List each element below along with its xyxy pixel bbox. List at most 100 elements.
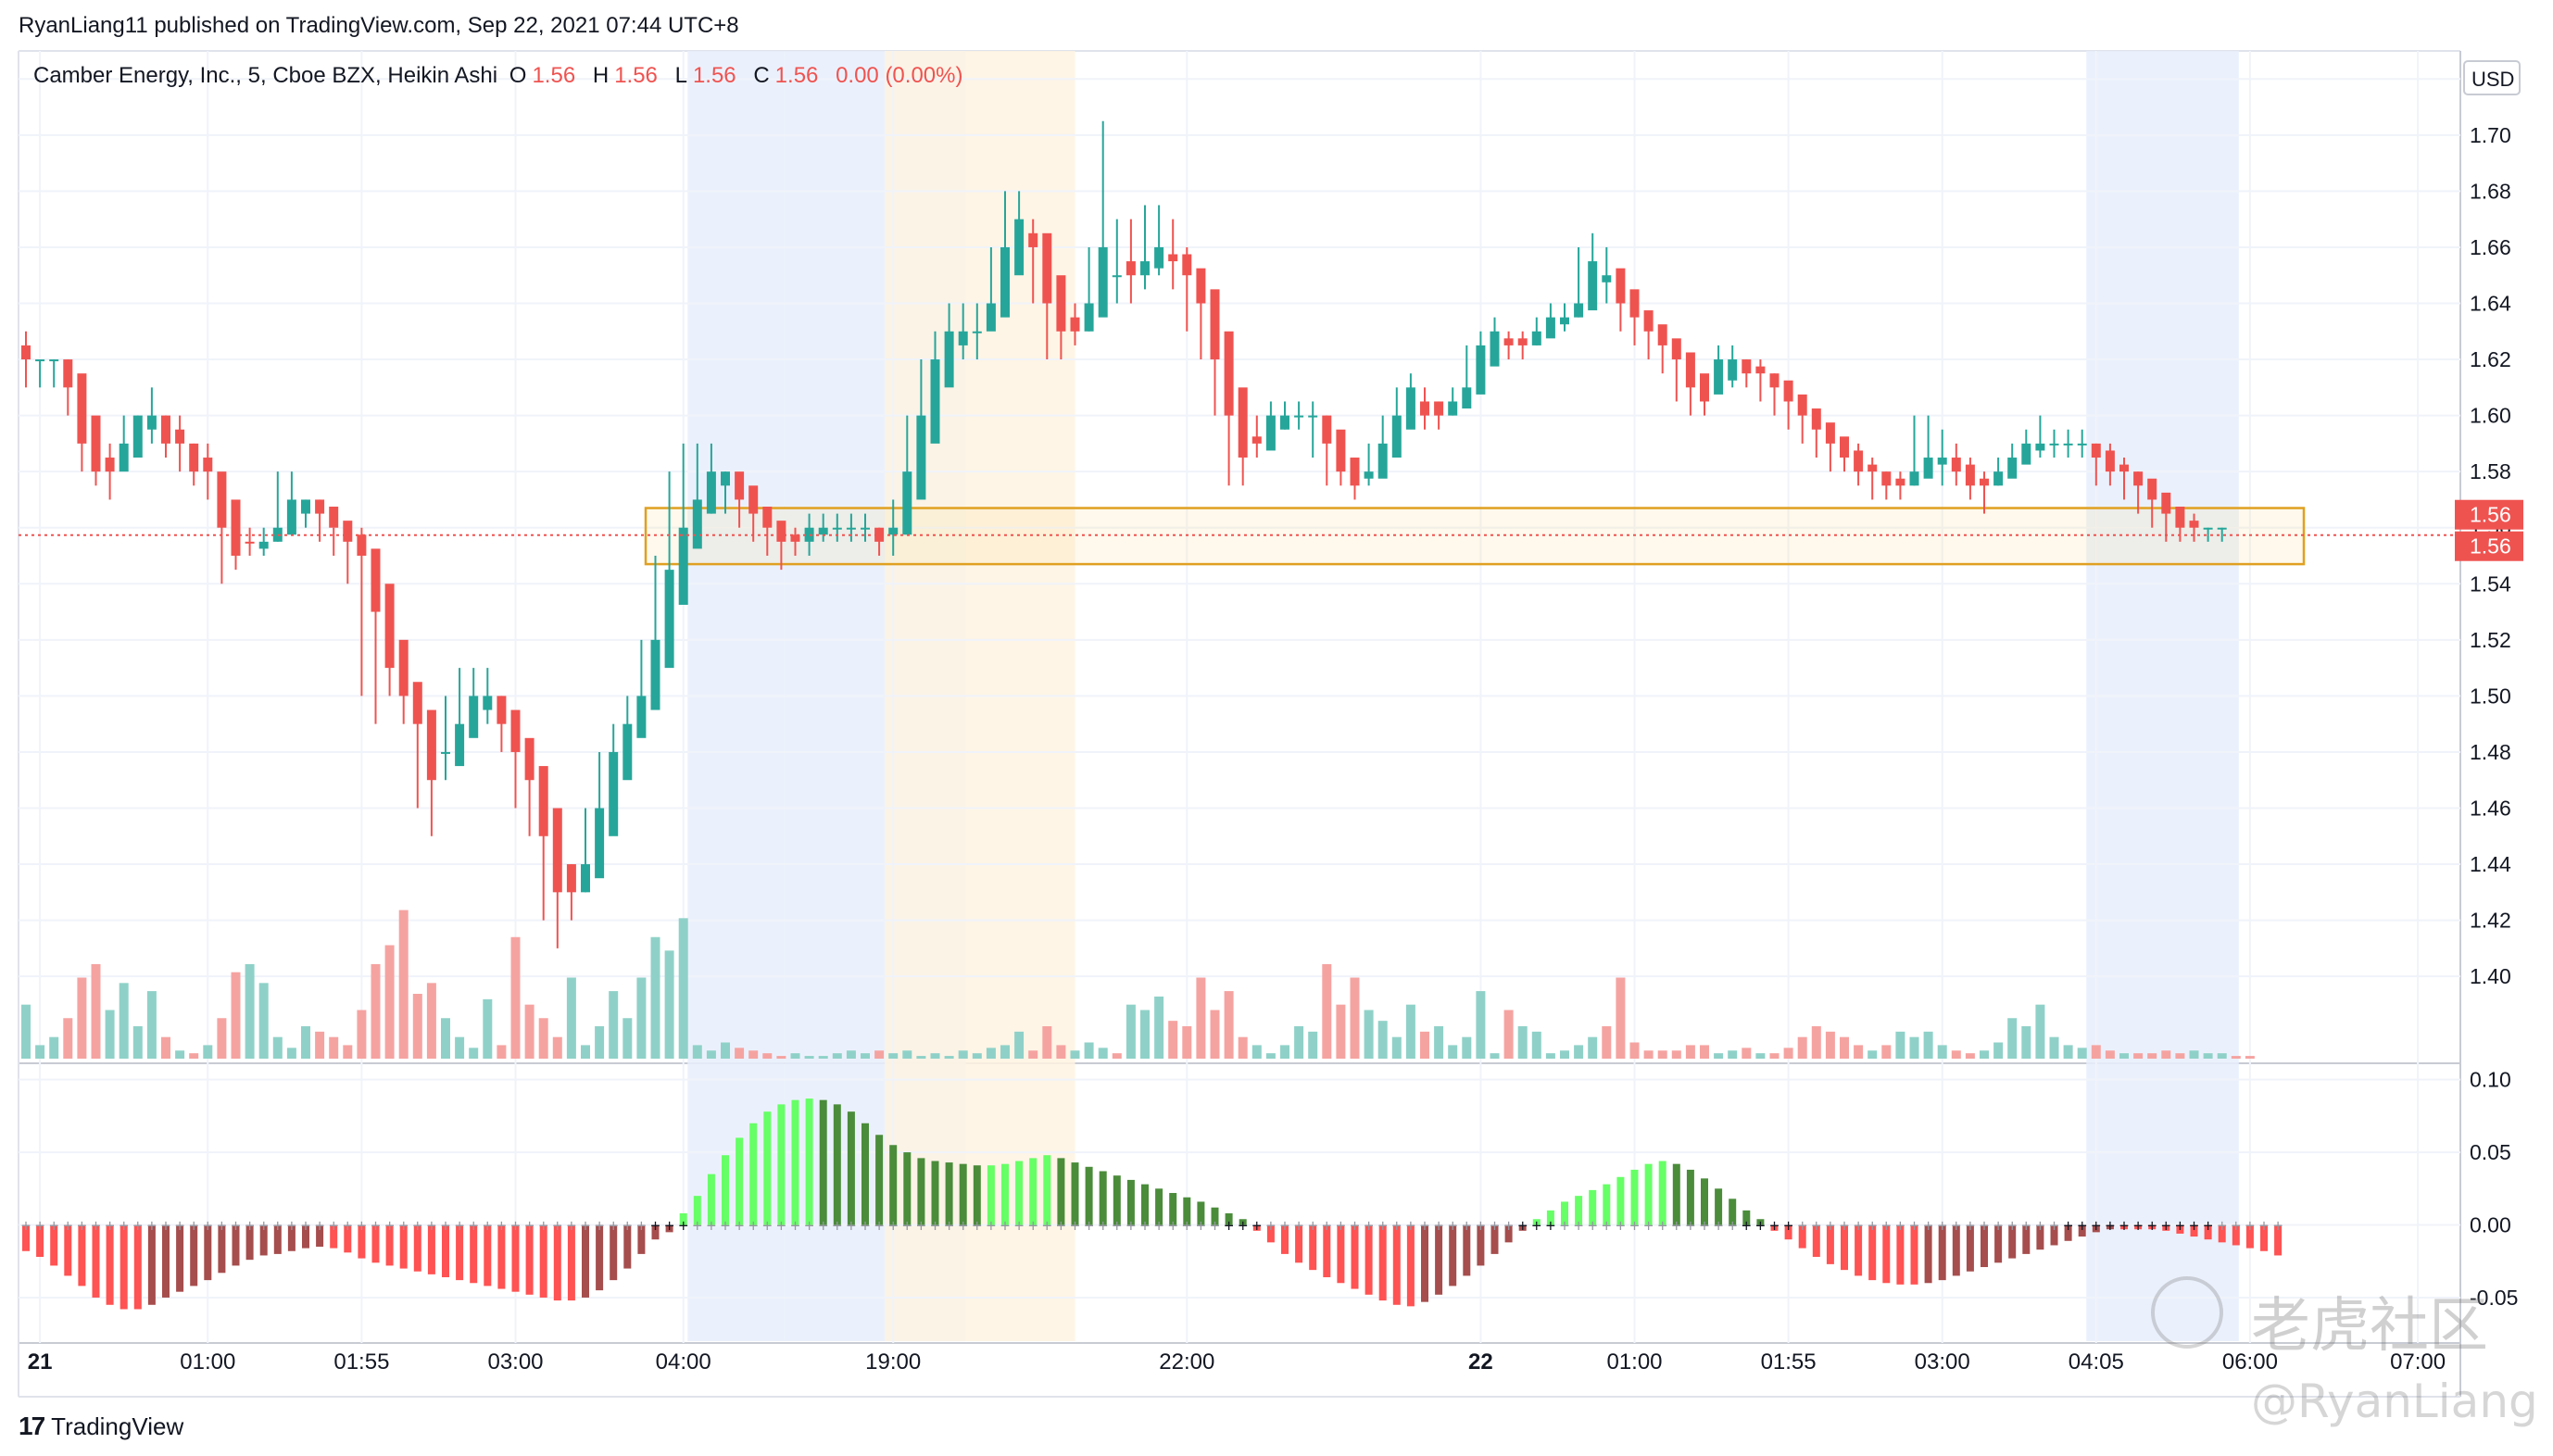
candle-body: [1098, 246, 1108, 318]
oscillator-bar: [1099, 1171, 1107, 1225]
volume-bar: [2189, 1050, 2199, 1059]
candle-body: [1028, 232, 1038, 247]
volume-bar: [1854, 1045, 1864, 1059]
oscillator-bar: [119, 1224, 128, 1310]
oscillator-bar: [456, 1224, 464, 1281]
oscillator-bars: + + + + + + + + + + + + + + + + + + + + + + + + + + + + + + + + + + + + + + + +…: [21, 1098, 2283, 1310]
volume-bar: [1728, 1050, 1738, 1059]
oscillator-bar: [1211, 1207, 1219, 1225]
oscillator-bar: [1672, 1163, 1680, 1225]
oscillator-bar: [1841, 1224, 1848, 1271]
candle-body: [1154, 246, 1164, 269]
time-tick-label: 22: [1468, 1349, 1493, 1374]
tradingview-logo[interactable]: 17 TradingView: [19, 1412, 183, 1441]
volume-bar: [1336, 1004, 1346, 1059]
volume-bar: [1531, 1031, 1541, 1059]
zero-cross-marker: +: [2007, 1217, 2018, 1236]
support-zone-box: [644, 507, 2306, 566]
legend-low-label: L: [674, 63, 687, 88]
oscillator-bar: [1658, 1161, 1666, 1225]
zero-cross-marker: +: [398, 1217, 409, 1236]
oscillator-bar: [1868, 1224, 1877, 1281]
legend-high-value: 1.56: [614, 63, 658, 88]
oscillator-bar: [665, 1224, 673, 1233]
volume-bar: [1224, 991, 1234, 1059]
tradingview-logo-icon: 17: [19, 1412, 45, 1440]
price-tick-label: 1.64: [2470, 292, 2511, 316]
oscillator-bar: [749, 1123, 758, 1225]
legend-close-label: C: [753, 63, 770, 88]
oscillator-bar: [1742, 1210, 1751, 1225]
zero-cross-marker: +: [273, 1217, 283, 1236]
oscillator-bar: [1770, 1224, 1779, 1231]
zero-cross-marker: +: [595, 1217, 605, 1236]
candle-body: [1993, 471, 2004, 486]
candle-body: [91, 415, 101, 472]
oscillator-bar: [1252, 1224, 1261, 1231]
zero-cross-marker: +: [735, 1217, 745, 1236]
zero-cross-marker: +: [762, 1217, 773, 1236]
zero-cross-marker: +: [455, 1217, 465, 1236]
candle-body: [217, 471, 227, 528]
oscillator-bar: [1266, 1224, 1275, 1243]
oscillator-bar: [2204, 1224, 2212, 1240]
oscillator-bar: [1826, 1224, 1834, 1264]
candle-body: [1517, 338, 1528, 345]
oscillator-bar: [1126, 1179, 1135, 1225]
zero-cross-marker: +: [413, 1217, 423, 1236]
zero-cross-marker: +: [2217, 1217, 2227, 1236]
zero-cross-marker: +: [1728, 1217, 1738, 1236]
zero-cross-marker: +: [133, 1217, 144, 1236]
volume-bar: [1923, 1031, 1933, 1059]
last-price-badge: [2455, 499, 2523, 530]
time-tick-label: 04:05: [2069, 1349, 2124, 1374]
price-tick-label: 1.58: [2470, 459, 2511, 483]
zero-cross-marker: +: [1322, 1217, 1332, 1236]
time-tick-label: 03:00: [1915, 1349, 1970, 1374]
oscillator-bar: [1057, 1158, 1065, 1225]
volume-bar: [706, 1050, 716, 1059]
volume-bar: [916, 1056, 926, 1059]
time-tick-label: 01:55: [333, 1349, 389, 1374]
volume-bar: [1182, 1026, 1192, 1059]
publisher-line: RyanLiang11 published on TradingView.com…: [19, 13, 739, 38]
time-tick-label: 01:00: [180, 1349, 235, 1374]
candle-body: [441, 751, 450, 754]
volume-bar: [1868, 1050, 1878, 1059]
candle-body: [1840, 436, 1849, 458]
time-tick-label: 01:55: [1761, 1349, 1817, 1374]
oscillator-bar: [903, 1152, 912, 1225]
volume-bar: [1308, 1031, 1318, 1059]
oscillator-bar: [722, 1155, 729, 1225]
oscillator-bar: [1546, 1210, 1554, 1225]
oscillator-bar: [1477, 1224, 1485, 1266]
volume-bar: [1980, 1050, 1989, 1059]
candle-body: [357, 534, 367, 556]
candle-body: [1742, 359, 1752, 374]
candle-body: [664, 570, 674, 669]
volume-bar: [426, 983, 436, 1059]
zero-cross-marker: +: [231, 1217, 241, 1236]
zero-cross-marker: +: [1252, 1217, 1263, 1236]
zero-cross-marker: +: [833, 1217, 843, 1236]
price-tick-label: 1.68: [2470, 179, 2511, 203]
zero-cross-marker: +: [1616, 1217, 1626, 1236]
zero-cross-marker: +: [1840, 1217, 1850, 1236]
candle-body: [2063, 443, 2073, 446]
candle-body: [1490, 331, 1500, 367]
oscillator-bar: [1756, 1219, 1765, 1225]
volume-bar: [832, 1053, 842, 1059]
candle-body: [1014, 219, 1025, 276]
oscillator-bar: [64, 1224, 72, 1276]
oscillator-bar: [1882, 1224, 1891, 1284]
volume-bar: [1098, 1048, 1108, 1059]
zero-cross-marker: +: [203, 1217, 213, 1236]
volume-bar: [1168, 1021, 1178, 1059]
zero-cross-marker: +: [2273, 1217, 2283, 1236]
volume-bar: [846, 1050, 856, 1059]
candle-body: [1070, 317, 1080, 332]
zero-cross-marker: +: [1280, 1217, 1290, 1236]
oscillator-bar: [610, 1224, 618, 1281]
zero-cross-marker: +: [1643, 1217, 1654, 1236]
